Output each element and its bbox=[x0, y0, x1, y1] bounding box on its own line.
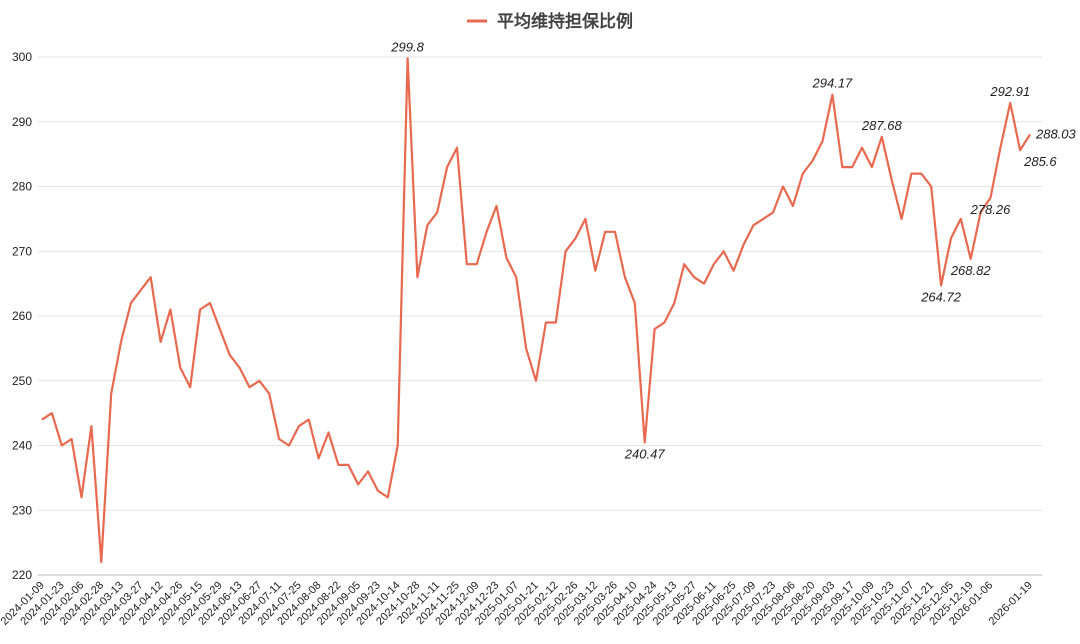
data-label: 292.91 bbox=[989, 84, 1030, 99]
y-tick-label: 220 bbox=[12, 568, 32, 582]
y-tick-label: 300 bbox=[12, 50, 32, 64]
data-label: 285.6 bbox=[1023, 154, 1057, 169]
data-label: 287.68 bbox=[861, 118, 903, 133]
y-tick-label: 280 bbox=[12, 180, 32, 194]
data-label: 294.17 bbox=[812, 76, 854, 91]
data-label: 278.26 bbox=[970, 202, 1012, 217]
legend-label: 平均维持担保比例 bbox=[497, 11, 633, 32]
y-tick-label: 250 bbox=[12, 374, 32, 388]
data-label: 240.47 bbox=[624, 446, 666, 461]
y-tick-label: 290 bbox=[12, 115, 32, 129]
y-tick-label: 260 bbox=[12, 309, 32, 323]
data-label: 288.03 bbox=[1035, 127, 1077, 142]
data-label: 268.82 bbox=[950, 263, 992, 278]
data-label: 264.72 bbox=[920, 289, 962, 304]
y-tick-label: 230 bbox=[12, 503, 32, 517]
line bbox=[41, 57, 1031, 564]
y-tick-label: 270 bbox=[12, 244, 32, 258]
y-tick-label: 240 bbox=[12, 439, 32, 453]
data-label: 299.8 bbox=[390, 39, 424, 54]
